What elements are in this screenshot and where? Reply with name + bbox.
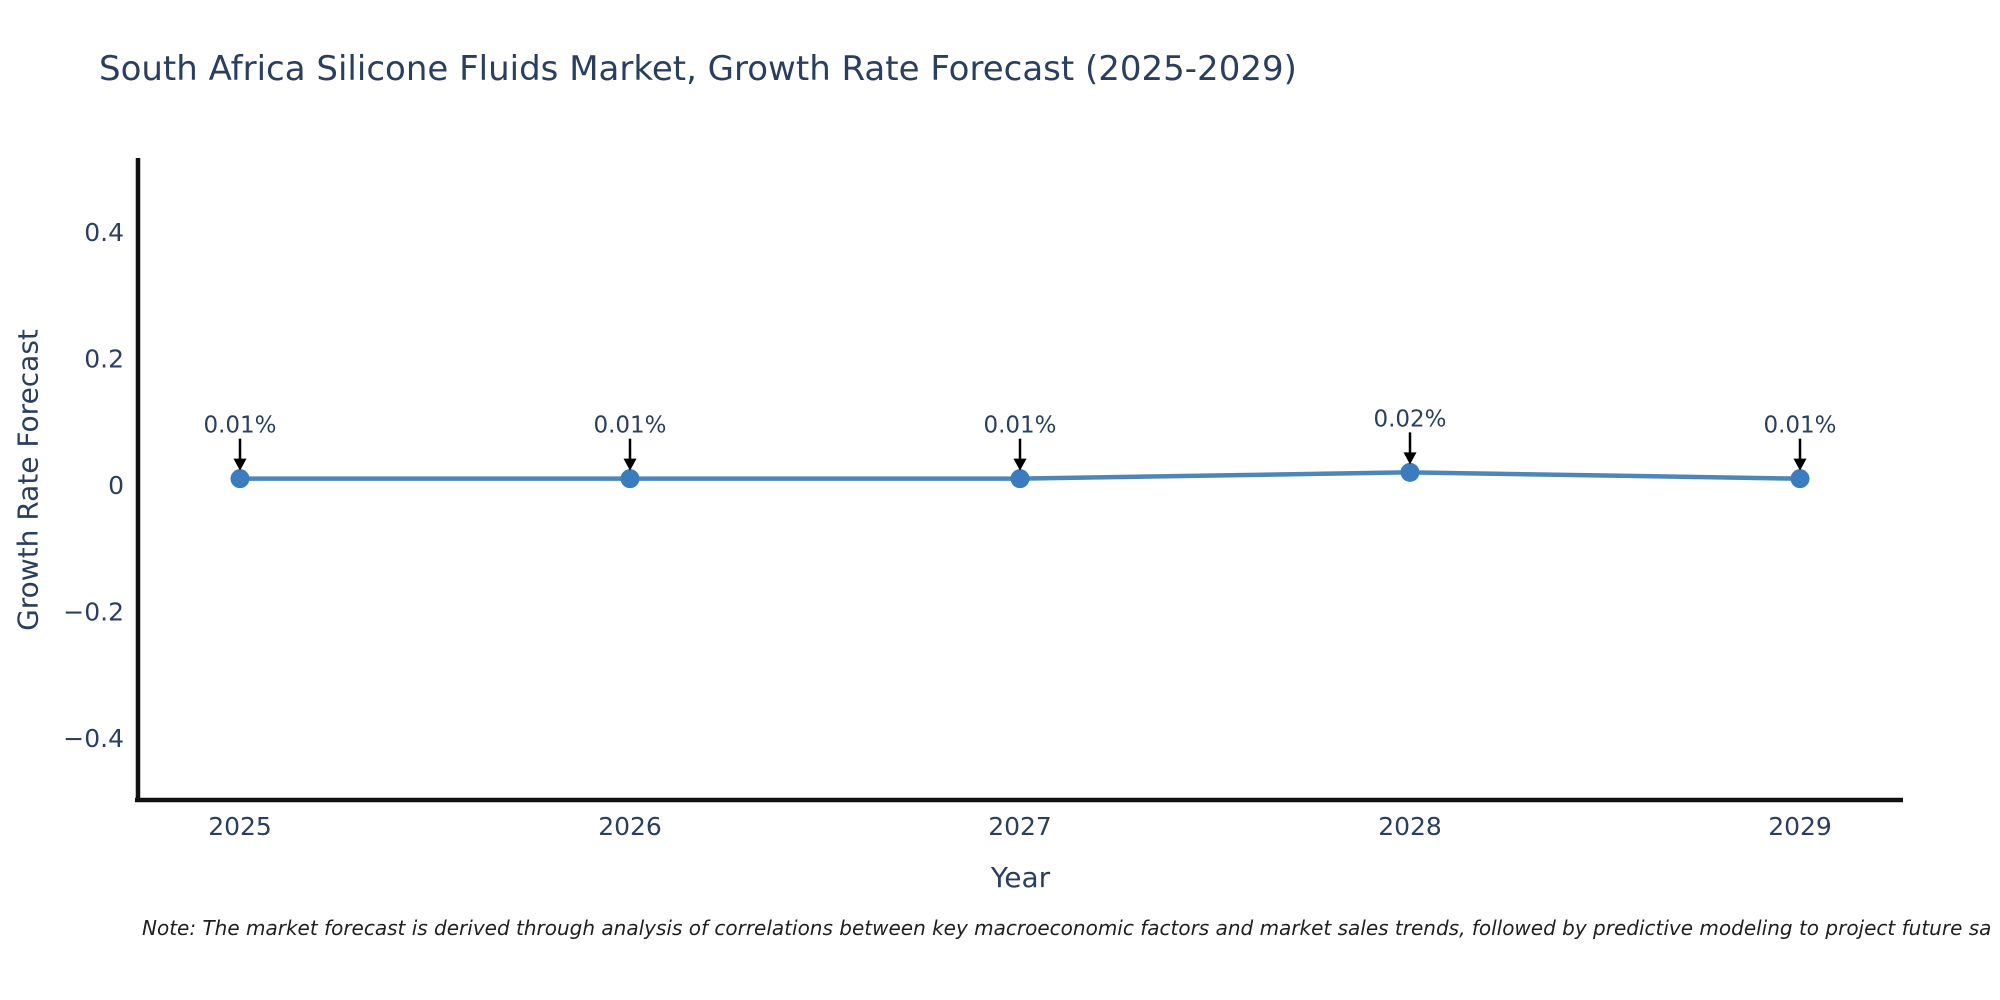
y-tick-label: 0.4 (84, 218, 124, 247)
y-tick-label: 0.2 (84, 345, 124, 374)
x-tick-label: 2025 (208, 812, 272, 841)
y-tick-label: −0.4 (63, 724, 124, 753)
annotation-arrowhead (233, 458, 247, 471)
x-tick-label: 2028 (1378, 812, 1442, 841)
data-point[interactable] (620, 469, 640, 489)
data-point[interactable] (1790, 469, 1810, 489)
annotation-arrowhead (1793, 458, 1807, 471)
annotation-label: 0.02% (1373, 406, 1446, 432)
x-tick-label: 2029 (1768, 812, 1832, 841)
annotation-label: 0.01% (1763, 413, 1836, 439)
annotation-label: 0.01% (593, 413, 666, 439)
x-tick-label: 2026 (598, 812, 662, 841)
data-point[interactable] (230, 469, 250, 489)
x-tick-label: 2027 (988, 812, 1052, 841)
note-text: Note: The market forecast is derived thr… (142, 916, 1992, 940)
chart-title: South Africa Silicone Fluids Market, Gro… (99, 49, 1297, 89)
annotation-arrowhead (1013, 458, 1027, 471)
y-tick-label: −0.2 (63, 598, 124, 627)
x-axis-title: Year (990, 861, 1051, 894)
annotation-arrowhead (623, 458, 637, 471)
annotation-arrowhead (1403, 452, 1417, 465)
y-tick-label: 0 (108, 471, 124, 500)
data-point[interactable] (1010, 469, 1030, 489)
annotation-label: 0.01% (983, 413, 1056, 439)
annotation-label: 0.01% (203, 413, 276, 439)
data-point[interactable] (1400, 462, 1420, 482)
